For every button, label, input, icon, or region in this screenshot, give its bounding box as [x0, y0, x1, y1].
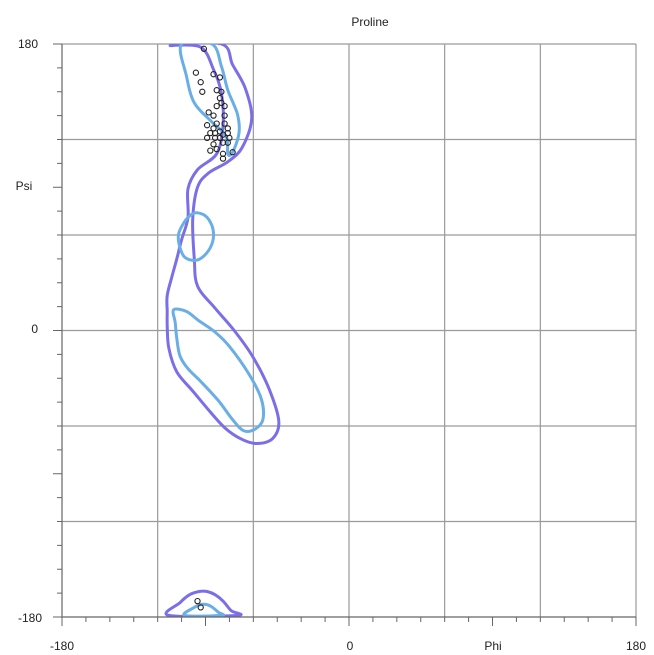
data-point [192, 69, 200, 76]
data-point [216, 74, 224, 81]
x-tick-label: 0 [347, 639, 354, 653]
data-point [219, 155, 227, 162]
inner-contour [171, 307, 266, 433]
data-point [218, 88, 225, 95]
y-tick-label: 0 [31, 322, 38, 336]
data-point [207, 147, 214, 154]
data-point [224, 139, 231, 146]
data-point [199, 88, 206, 95]
y-axis-label: Psi [16, 179, 33, 193]
data-point [197, 79, 204, 86]
grid-lines [62, 43, 637, 617]
y-tick-label: -180 [18, 611, 42, 625]
contour-layer [164, 44, 281, 617]
tick-labels: -180 0 180 180 0 -180 [18, 37, 646, 653]
inner-contour [178, 44, 241, 157]
data-point [213, 102, 220, 110]
data-point [203, 122, 211, 129]
inner-contour [182, 602, 226, 617]
data-point [213, 145, 220, 153]
data-point [203, 134, 211, 142]
data-point [205, 109, 212, 116]
chart-title: Proline [351, 15, 389, 29]
data-point [210, 112, 217, 119]
data-point [216, 128, 224, 135]
y-tick-label: 180 [18, 37, 38, 51]
x-tick-label: 180 [626, 639, 646, 653]
data-point [216, 134, 224, 142]
x-axis-label: Phi [484, 639, 501, 653]
data-point [221, 120, 228, 127]
x-tick-label: -180 [50, 639, 74, 653]
data-point [200, 45, 208, 52]
data-point [197, 604, 204, 611]
data-point [210, 71, 217, 78]
data-point [194, 597, 201, 605]
data-point [210, 141, 217, 148]
outer-contour [164, 589, 243, 617]
axes [53, 43, 637, 626]
data-points [192, 45, 236, 611]
outer-contour [165, 44, 281, 446]
data-point [221, 102, 228, 110]
data-point [229, 149, 236, 156]
data-point [213, 120, 220, 127]
inner-contour [176, 211, 216, 263]
data-point [221, 112, 228, 119]
data-point [218, 99, 225, 107]
